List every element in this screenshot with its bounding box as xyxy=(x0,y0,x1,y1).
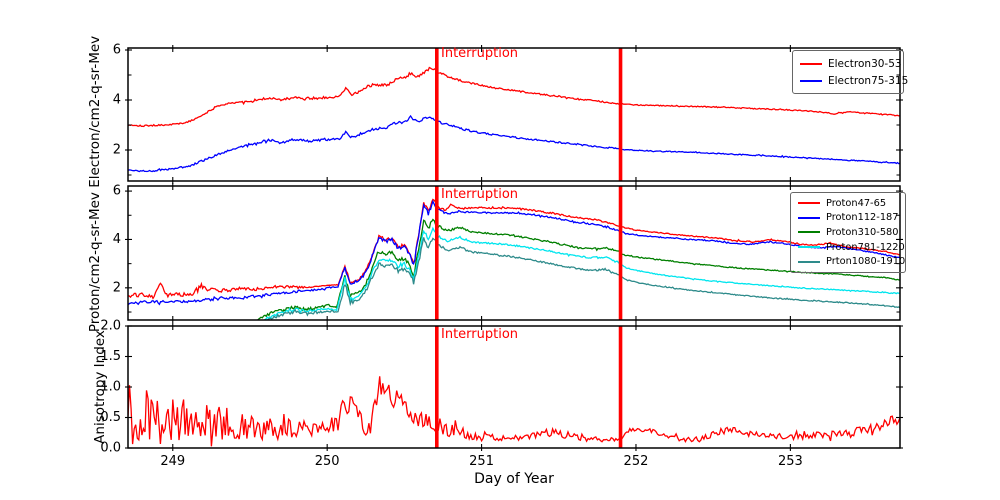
legend-entry-label: Proton47-65 xyxy=(826,197,887,209)
legend-entry: Proton781-1220 xyxy=(798,240,905,255)
panel-electron-flux xyxy=(128,66,900,173)
x-axis-label: Day of Year xyxy=(474,471,554,487)
x-tick-label: 250 xyxy=(315,454,340,469)
y-tick-label: 4 xyxy=(113,93,121,108)
legend-entry-label: Proton310-580 xyxy=(826,226,899,238)
x-tick-label: 252 xyxy=(624,454,649,469)
series-Electron30-53 xyxy=(128,66,900,128)
series-Proton112-187 xyxy=(128,199,900,306)
legend-entry-label: Electron30-53 xyxy=(828,57,902,70)
y-tick-label: 6 xyxy=(113,43,121,58)
interruption-label-electron: Interruption xyxy=(441,46,519,61)
panel-anisotropy xyxy=(128,376,900,447)
legend-entry: Prton1080-1910 xyxy=(798,254,905,269)
y-axis-label-flux: Proton/cm2-q-sr-Mev Electron/cm2-q-sr-Me… xyxy=(87,35,103,333)
series-Anisotropy xyxy=(128,376,900,447)
panel-frame-electron-flux xyxy=(127,47,901,182)
legend-line-sample xyxy=(798,231,820,234)
legend-line-sample xyxy=(798,216,820,219)
legend-entry: Proton112-187 xyxy=(798,211,905,226)
x-tick-label: 249 xyxy=(160,454,185,469)
legend-entry: Proton47-65 xyxy=(798,196,905,211)
y-tick-label: 4 xyxy=(113,232,121,247)
legend-entry: Electron30-53 xyxy=(800,55,903,72)
x-tick-label: 253 xyxy=(778,454,803,469)
legend-entry: Electron75-315 xyxy=(800,72,908,89)
series-Proton781-1220 xyxy=(263,226,900,320)
y-tick-label: 0.5 xyxy=(100,410,121,425)
y-tick-label: 1.0 xyxy=(100,380,121,395)
panel-frame-proton-flux xyxy=(127,185,901,321)
x-tick-label: 251 xyxy=(469,454,494,469)
legend-entry-label: Proton112-187 xyxy=(826,212,899,224)
interruption-label-proton: Interruption xyxy=(441,187,519,202)
legend-line-sample xyxy=(800,79,822,82)
legend-proton-flux: Proton47-65 Proton112-187 Proton310-580 Pro… xyxy=(790,192,906,273)
y-tick-label: 6 xyxy=(113,184,121,199)
panel-proton-flux xyxy=(128,198,900,320)
series-Proton47-65 xyxy=(128,198,900,300)
y-tick-label: 1.5 xyxy=(100,349,121,364)
legend-line-sample xyxy=(800,62,822,65)
series-Prton1080-1910 xyxy=(264,237,900,320)
y-tick-label: 0.0 xyxy=(100,441,121,456)
y-axis-label-anisotropy: Anisotropy Index xyxy=(92,330,108,444)
y-tick-label: 2 xyxy=(113,280,121,295)
series-Electron75-315 xyxy=(128,114,900,173)
series-Proton310-580 xyxy=(256,218,900,320)
legend-line-sample xyxy=(798,260,820,263)
legend-entry-label: Electron75-315 xyxy=(828,74,909,87)
legend-entry-label: Proton781-1220 xyxy=(826,241,905,253)
y-tick-label: 2 xyxy=(113,143,121,158)
legend-line-sample xyxy=(798,246,820,249)
interruption-label-anisotropy: Interruption xyxy=(441,327,519,342)
legend-electron-flux: Electron30-53 Electron75-315 xyxy=(792,50,908,94)
legend-entry: Proton310-580 xyxy=(798,225,905,240)
y-tick-label: 2.0 xyxy=(100,319,121,334)
legend-line-sample xyxy=(798,202,820,205)
legend-entry-label: Prton1080-1910 xyxy=(826,256,906,268)
